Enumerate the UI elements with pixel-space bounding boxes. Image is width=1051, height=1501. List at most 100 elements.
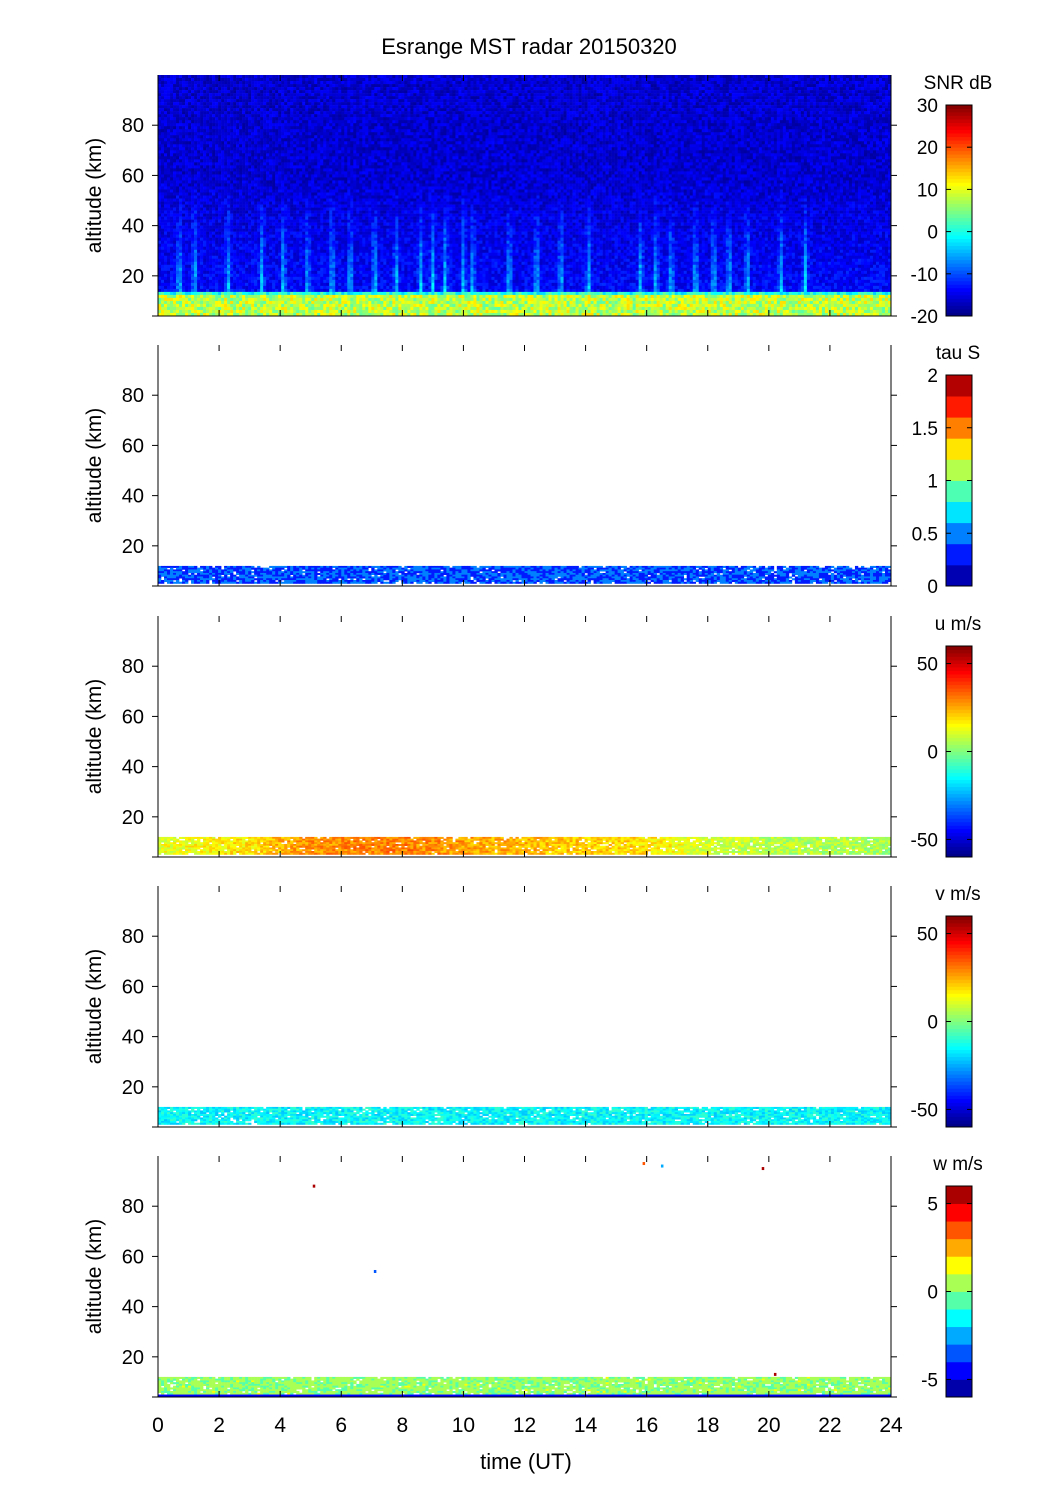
snr-cell bbox=[749, 102, 754, 106]
snr-cell bbox=[224, 84, 228, 88]
snr-cell bbox=[680, 129, 685, 133]
snr-cell bbox=[365, 111, 369, 115]
snr-cell bbox=[497, 87, 501, 91]
snr-cell bbox=[854, 117, 859, 121]
snr-cell bbox=[308, 87, 312, 91]
snr-cell bbox=[368, 87, 372, 91]
snr-cell bbox=[563, 81, 567, 85]
snr-cell bbox=[422, 84, 426, 88]
snr-cell bbox=[674, 123, 678, 127]
snr-cell bbox=[833, 132, 838, 136]
snr-cell bbox=[692, 90, 697, 94]
snr-cell bbox=[791, 87, 796, 91]
snr-cell bbox=[782, 78, 787, 82]
snr-cell bbox=[425, 111, 429, 115]
snr-cell bbox=[888, 120, 892, 124]
snr-cell bbox=[863, 81, 868, 85]
snr-cell bbox=[398, 105, 402, 109]
snr-cell bbox=[650, 114, 654, 118]
snr-cell bbox=[215, 120, 219, 124]
snr-cell bbox=[413, 102, 417, 106]
snr-cell bbox=[494, 123, 498, 127]
snr-cell bbox=[434, 126, 438, 130]
snr-cell bbox=[248, 111, 252, 115]
snr-cell bbox=[329, 87, 333, 91]
snr-cell bbox=[176, 108, 180, 112]
snr-cell bbox=[350, 123, 354, 127]
snr-cell bbox=[335, 78, 339, 82]
snr-cell bbox=[158, 111, 162, 115]
snr-cell bbox=[242, 111, 246, 115]
snr-cell bbox=[368, 102, 372, 106]
snr-cell bbox=[182, 87, 186, 91]
snr-cell bbox=[809, 90, 814, 94]
snr-cell bbox=[662, 114, 666, 118]
snr-cell bbox=[194, 105, 198, 109]
snr-cell bbox=[551, 117, 555, 121]
snr-cell bbox=[575, 75, 579, 79]
snr-cell bbox=[524, 78, 528, 82]
snr-cell bbox=[323, 126, 327, 130]
snr-cell bbox=[812, 123, 817, 127]
snr-cell bbox=[653, 96, 657, 100]
snr-cell bbox=[806, 81, 811, 85]
snr-cell bbox=[461, 120, 465, 124]
snr-cell bbox=[338, 75, 342, 79]
snr-cell bbox=[785, 102, 790, 106]
snr-cell bbox=[767, 117, 772, 121]
snr-cell bbox=[758, 108, 763, 112]
snr-cell bbox=[446, 78, 450, 82]
snr-cell bbox=[797, 120, 802, 124]
snr-cell bbox=[209, 84, 213, 88]
snr-cell bbox=[815, 75, 820, 79]
snr-cell bbox=[173, 132, 177, 136]
snr-cell bbox=[842, 108, 847, 112]
snr-cell bbox=[800, 126, 805, 130]
snr-cell bbox=[311, 84, 315, 88]
snr-cell bbox=[797, 126, 802, 130]
snr-cell bbox=[824, 132, 829, 136]
snr-cell bbox=[506, 84, 510, 88]
snr-cell bbox=[380, 84, 384, 88]
snr-cell bbox=[593, 114, 597, 118]
snr-cell bbox=[254, 105, 258, 109]
snr-cell bbox=[506, 111, 510, 115]
snr-cell bbox=[530, 99, 534, 103]
snr-cell bbox=[332, 105, 336, 109]
snr-cell bbox=[512, 114, 516, 118]
snr-cell bbox=[731, 93, 736, 97]
snr-cell bbox=[521, 93, 525, 97]
snr-cell bbox=[572, 90, 576, 94]
snr-cell bbox=[446, 111, 450, 115]
snr-cell bbox=[866, 93, 871, 97]
snr-cell bbox=[746, 114, 751, 118]
snr-cell bbox=[884, 123, 889, 127]
snr-cell bbox=[371, 123, 375, 127]
snr-cell bbox=[692, 99, 697, 103]
snr-cell bbox=[467, 75, 471, 79]
snr-cell bbox=[815, 81, 820, 85]
snr-cell bbox=[713, 84, 718, 88]
snr-cell bbox=[365, 87, 369, 91]
snr-cell bbox=[725, 117, 730, 121]
snr-cell bbox=[707, 93, 712, 97]
snr-cell bbox=[863, 75, 868, 79]
snr-cell bbox=[626, 114, 630, 118]
snr-cell bbox=[446, 132, 450, 136]
snr-cell bbox=[884, 81, 889, 85]
snr-cell bbox=[215, 114, 219, 118]
snr-cell bbox=[260, 105, 264, 109]
snr-cell bbox=[572, 120, 576, 124]
snr-cell bbox=[467, 102, 471, 106]
snr-cell bbox=[206, 111, 210, 115]
snr-cell bbox=[218, 111, 222, 115]
snr-cell bbox=[260, 81, 264, 85]
snr-cell bbox=[863, 117, 868, 121]
snr-cell bbox=[806, 93, 811, 97]
snr-cell bbox=[524, 87, 528, 91]
snr-cell bbox=[167, 135, 171, 139]
snr-cell bbox=[416, 99, 420, 103]
snr-cell bbox=[809, 96, 814, 100]
snr-cell bbox=[290, 111, 294, 115]
snr-cell bbox=[584, 132, 588, 136]
